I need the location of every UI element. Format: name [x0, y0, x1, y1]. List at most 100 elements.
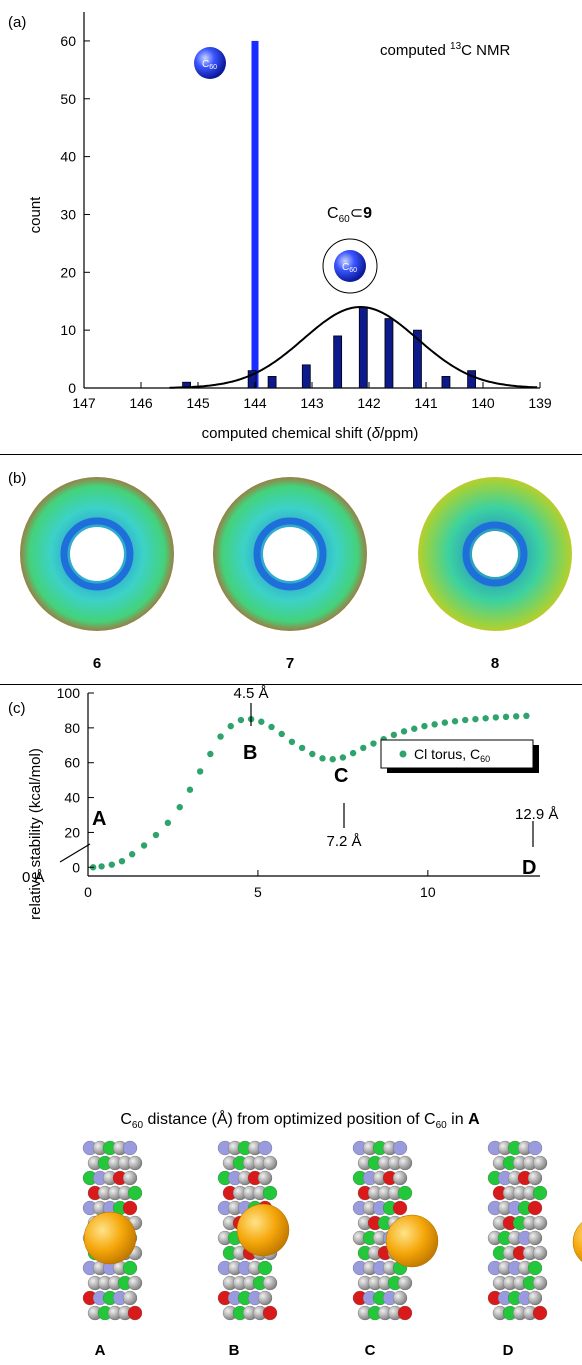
y-tick-label-c: 100	[57, 685, 81, 701]
scatter-point	[462, 716, 469, 724]
scatter-point	[400, 728, 408, 735]
scatter-point	[309, 750, 316, 758]
scatter-point	[329, 756, 336, 763]
gaussian-fit-curve	[169, 305, 538, 389]
scatter-point	[451, 718, 459, 725]
y-tick-label-c: 60	[64, 755, 80, 771]
scatter-point	[431, 721, 438, 728]
scatter-point	[217, 733, 224, 740]
model-label-a: A	[94, 1342, 106, 1359]
complex-bar	[467, 370, 477, 389]
scatter-point	[237, 716, 245, 724]
scatter-point	[152, 831, 160, 839]
y-axis-title-c: relative stability (kcal/mol)	[27, 748, 44, 920]
scatter-point	[523, 712, 530, 720]
x-tick-label-a: 139	[528, 395, 552, 411]
fullerene-ball-icon	[385, 1214, 439, 1268]
divider-b-c	[0, 684, 582, 685]
scatter-point	[421, 722, 428, 730]
molecular-model	[217, 1140, 290, 1321]
panel-a-label: (a)	[8, 14, 27, 31]
electrostatic-maps	[20, 477, 572, 631]
y-tick-label-c: 40	[64, 790, 80, 806]
scatter-point	[390, 731, 398, 739]
fullerene-ball-icon	[83, 1211, 137, 1265]
panel-b-label: (b)	[8, 470, 27, 487]
scatter-point	[258, 718, 265, 725]
y-axis-label-a: count	[27, 196, 44, 234]
complex-bar	[247, 370, 257, 389]
scatter-point	[98, 863, 105, 870]
scatter-point	[502, 713, 510, 721]
x-tick-label-c: 0	[84, 884, 92, 900]
scatter-point	[339, 754, 347, 761]
y-tick-label-a: 10	[60, 322, 76, 338]
point-label-a: A	[92, 808, 106, 830]
molecular-model	[82, 1140, 143, 1321]
y-tick-label-a: 50	[60, 91, 76, 107]
esp-map-7	[213, 477, 367, 631]
y-tick-label-a: 0	[68, 380, 76, 396]
x-tick-label-a: 147	[72, 395, 96, 411]
scatter-point	[370, 740, 377, 747]
scatter-point	[196, 768, 204, 775]
x-tick-label-a: 143	[300, 395, 324, 411]
distance-label-d: 12.9 Å	[515, 806, 558, 823]
scatter-point	[140, 842, 148, 849]
complex-bar	[301, 364, 311, 389]
y-tick-label-c: 0	[72, 859, 80, 875]
x-axis-label-a: computed chemical shift (δ/ppm)	[202, 425, 419, 442]
c60-bar	[251, 40, 259, 389]
scatter-point	[108, 861, 115, 868]
scatter-point	[164, 819, 172, 827]
fullerene-ball-icon	[572, 1222, 582, 1262]
scatter-point	[513, 713, 520, 720]
scatter-point	[268, 723, 275, 731]
molecular-model	[487, 1140, 582, 1321]
y-tick-label-c: 20	[64, 824, 80, 840]
scatter-point	[349, 749, 357, 757]
scatter-point	[278, 730, 285, 738]
scatter-point	[441, 719, 449, 726]
distance-label-c: 7.2 Å	[326, 833, 361, 850]
distance-label-a: 0 Å	[22, 869, 45, 886]
divider-a-b	[0, 454, 582, 455]
chart-legend: Cl torus, C60	[380, 739, 539, 773]
nmr-annotation: computed 13C NMR	[380, 41, 510, 59]
complex-bar	[413, 329, 422, 389]
complex-bar	[384, 318, 394, 389]
molecular-model	[352, 1140, 439, 1321]
esp-map-6	[20, 477, 174, 631]
nmr-histogram-chart: 0 10 20 30 40 50 60 147 146 145 144 143 142 141 140 139…	[27, 12, 552, 442]
model-label-d: D	[502, 1342, 514, 1359]
complex-bar	[358, 306, 368, 389]
scatter-point	[288, 738, 296, 745]
complex-bar	[333, 335, 343, 389]
scatter-point	[492, 714, 500, 721]
scatter-point	[207, 750, 214, 758]
y-tick-label-a: 20	[60, 264, 76, 280]
y-tick-label-a: 60	[60, 33, 76, 49]
svg-text:Cl torus, C60: Cl torus, C60	[414, 746, 490, 764]
model-label-b: B	[228, 1342, 240, 1359]
scatter-point	[472, 715, 479, 723]
x-tick-label-c: 10	[420, 884, 436, 900]
x-tick-label-a: 145	[186, 395, 210, 411]
complex-label: C60⊂9	[327, 205, 372, 225]
point-label-d: D	[522, 857, 536, 879]
x-tick-label-a: 146	[129, 395, 153, 411]
scatter-point	[128, 851, 136, 858]
scatter-point	[411, 725, 418, 732]
scatter-point	[186, 786, 194, 793]
scatter-point	[176, 803, 183, 811]
x-tick-label-a: 142	[357, 395, 381, 411]
scatter-point	[227, 722, 234, 730]
x-tick-label-a: 141	[414, 395, 438, 411]
scatter-point	[298, 744, 306, 752]
x-axis-label-c: C60 distance (Å) from optimized position…	[120, 1109, 480, 1131]
svg-text:C60: C60	[342, 262, 357, 274]
x-tick-label-c: 5	[254, 884, 262, 900]
scatter-point	[319, 755, 326, 762]
distance-label-b: 4.5 Å	[233, 685, 268, 702]
